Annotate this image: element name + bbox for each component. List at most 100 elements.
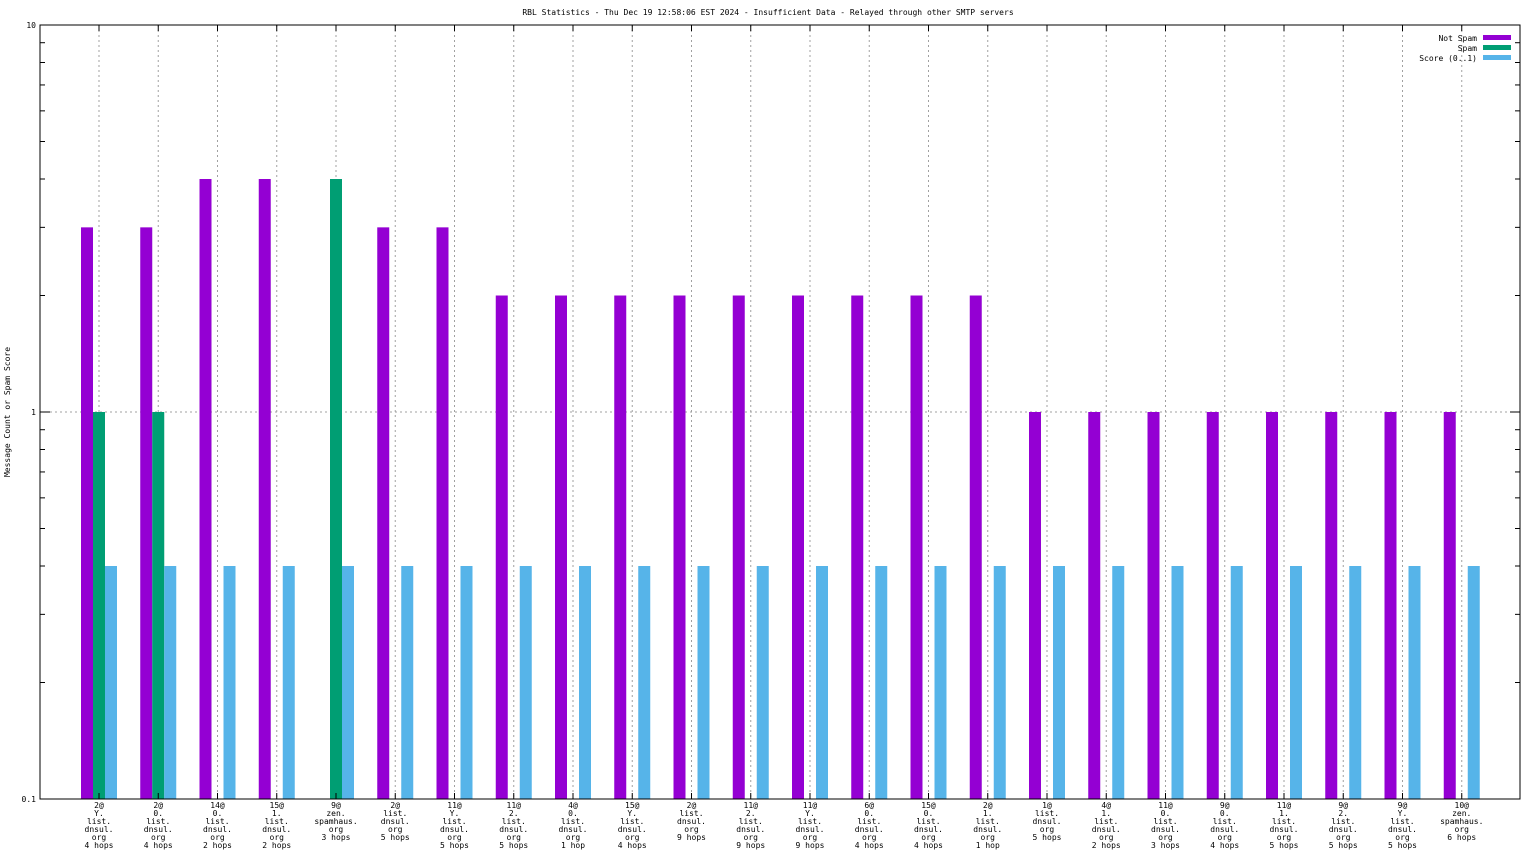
- x-tick-label-line: list.: [916, 817, 940, 826]
- x-tick-label: 2@ list. dnsul. org 9 hops: [677, 801, 706, 842]
- bar-score-0-1: [875, 566, 888, 799]
- ticks: [40, 24, 1520, 800]
- x-tick-label-line: org: [1099, 833, 1114, 842]
- x-tick-label: 4@ 1. list. dnsul. org 2 hops: [1092, 801, 1121, 850]
- x-tick-label-line: 2 hops: [1092, 841, 1121, 850]
- x-tick-label-line: org: [1218, 833, 1233, 842]
- x-tick-label: 11@ 2. list. dnsul. org 5 hops: [499, 801, 528, 850]
- x-tick-label-line: 14@: [210, 801, 225, 810]
- bar-not-spam: [792, 295, 804, 799]
- bar-not-spam: [1266, 412, 1278, 799]
- x-tick-label-line: org: [625, 833, 640, 842]
- x-tick-label-line: dnsul.: [440, 825, 469, 834]
- x-tick-label: 4@ 0. list. dnsul. org 1 hop: [559, 801, 588, 850]
- x-tick-label-line: list.: [1331, 817, 1355, 826]
- x-tick-label-line: 6 hops: [1447, 833, 1476, 842]
- x-tick-label-line: 4 hops: [855, 841, 884, 850]
- x-tick-label-line: 11@: [447, 801, 462, 810]
- x-tick-label: 11@ Y. list. dnsul. org 9 hops: [796, 801, 825, 850]
- x-tick-label-line: dnsul.: [381, 817, 410, 826]
- x-tick-label-line: 15@: [270, 801, 285, 810]
- x-tick-label-line: list.: [442, 817, 466, 826]
- x-tick-label-line: 1.: [983, 809, 993, 818]
- x-tick-label-line: 15@: [921, 801, 936, 810]
- x-tick-label-line: 2@: [153, 801, 163, 810]
- bar-not-spam: [81, 227, 93, 800]
- x-tick-label-line: org: [151, 833, 166, 842]
- x-tick-label-line: dnsul.: [262, 825, 291, 834]
- x-tick-label-line: 4@: [568, 801, 578, 810]
- x-tick-label-line: org: [1158, 833, 1173, 842]
- x-tick-label-line: list.: [87, 817, 111, 826]
- x-tick-label-line: org: [92, 833, 107, 842]
- bar-not-spam: [1206, 412, 1219, 799]
- x-tick-label-line: org: [981, 833, 996, 842]
- bar-not-spam: [555, 295, 567, 799]
- x-tick-label-line: 11@: [1277, 801, 1292, 810]
- x-tick-label: 9@ 0. list. dnsul. org 4 hops: [1210, 801, 1239, 850]
- x-tick-label-line: dnsul.: [85, 825, 114, 834]
- x-tick-label-line: org: [388, 825, 403, 834]
- x-tick-label-line: 0.: [864, 809, 874, 818]
- x-tick-label-line: 2.: [1338, 809, 1348, 818]
- x-tick-label: 11@ 2. list. dnsul. org 9 hops: [736, 801, 765, 850]
- x-tick-label-line: 5 hops: [381, 833, 410, 842]
- bar-score-0-1: [164, 566, 177, 799]
- bar-not-spam: [851, 295, 864, 799]
- x-tick-label-line: 1.: [272, 809, 282, 818]
- x-tick-label-line: dnsul.: [499, 825, 528, 834]
- bar-score-0-1: [1171, 566, 1184, 799]
- x-tick-label-line: 2@: [983, 801, 993, 810]
- bar-not-spam: [1088, 412, 1101, 799]
- grid: [40, 25, 1520, 799]
- x-tick-label-line: 1 hop: [561, 841, 585, 850]
- x-tick-label-line: 5 hops: [1270, 841, 1299, 850]
- x-tick-label-line: Y.: [450, 809, 460, 818]
- x-tick-label-line: Y.: [1398, 809, 1408, 818]
- x-tick-label-line: dnsul.: [1329, 825, 1358, 834]
- x-tick-label-line: dnsul.: [1388, 825, 1417, 834]
- x-tick-label-line: 2.: [509, 809, 519, 818]
- x-tick-label-line: org: [1395, 833, 1410, 842]
- x-tick-label: 14@ 0. list. dnsul. org 2 hops: [203, 801, 232, 850]
- x-tick-label-line: Y.: [805, 809, 815, 818]
- x-tick-label-line: 4 hops: [1210, 841, 1239, 850]
- bar-score-0-1: [105, 566, 117, 799]
- x-tick-label-line: Y.: [627, 809, 637, 818]
- bar-not-spam: [495, 295, 508, 799]
- chart-title: RBL Statistics - Thu Dec 19 12:58:06 EST…: [522, 8, 1013, 17]
- x-tick-label: 9@ Y. list. dnsul. org 5 hops: [1388, 801, 1417, 850]
- bar-score-0-1: [1467, 566, 1480, 799]
- y-tick-label: 10: [26, 21, 36, 30]
- x-tick-label-line: 15@: [625, 801, 640, 810]
- bar-not-spam: [436, 227, 449, 800]
- x-tick-label-line: 3 hops: [322, 833, 351, 842]
- bar-score-0-1: [1053, 566, 1065, 799]
- x-tick-label-line: org: [803, 833, 818, 842]
- bar-not-spam: [1147, 412, 1160, 799]
- x-tick-label-line: list.: [679, 809, 703, 818]
- x-tick-label-line: org: [270, 833, 285, 842]
- x-tick-label-line: 9 hops: [796, 841, 825, 850]
- x-tick-label-line: list.: [561, 817, 585, 826]
- legend-label: Not Spam: [1438, 34, 1477, 43]
- bar-score-0-1: [697, 566, 710, 799]
- x-tick-label: 2@ list. dnsul. org 5 hops: [381, 801, 410, 842]
- bar-not-spam: [1325, 412, 1338, 799]
- bar-score-0-1: [460, 566, 473, 799]
- x-tick-label-line: org: [1455, 825, 1470, 834]
- bar-score-0-1: [1349, 566, 1362, 799]
- x-tick-label-line: 0.: [568, 809, 578, 818]
- x-tick-label-line: list.: [1272, 817, 1296, 826]
- y-axis-label: Message Count or Spam Score: [3, 347, 12, 477]
- x-tick-label-line: list.: [146, 817, 170, 826]
- x-tick-label-line: 4 hops: [85, 841, 114, 850]
- y-tick-label: 1: [31, 408, 36, 417]
- x-tick-label-line: 5 hops: [1388, 841, 1417, 850]
- x-tick-label-line: 1@: [1042, 801, 1052, 810]
- x-tick-label-line: list.: [265, 817, 289, 826]
- x-tick-label-line: 0.: [213, 809, 223, 818]
- x-tick-label-line: list.: [976, 817, 1000, 826]
- bar-not-spam: [732, 295, 745, 799]
- x-tick-label-line: 3 hops: [1151, 841, 1180, 850]
